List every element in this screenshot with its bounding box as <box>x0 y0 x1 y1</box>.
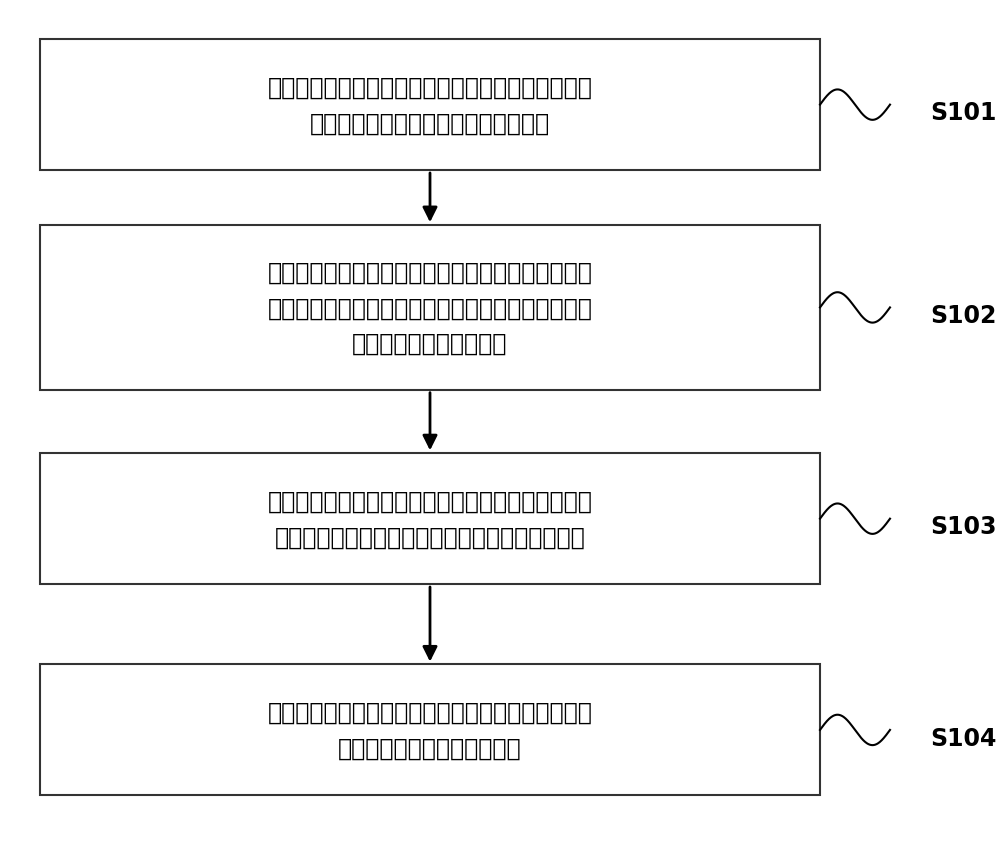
FancyBboxPatch shape <box>40 665 820 795</box>
Text: 获取并处理目标车辆在预设时间段内的监控数据，以
得到目标车辆在静置场景下的有效数据: 获取并处理目标车辆在预设时间段内的监控数据，以 得到目标车辆在静置场景下的有效数… <box>268 76 592 135</box>
FancyBboxPatch shape <box>40 454 820 584</box>
Text: S101: S101 <box>930 101 996 125</box>
Text: 依据滑窗算法处理有效数据表格中包含的电压数据，
以获得多个电芯在多个时刻对应的多个压差偏离度: 依据滑窗算法处理有效数据表格中包含的电压数据， 以获得多个电芯在多个时刻对应的多… <box>268 490 592 549</box>
Text: S102: S102 <box>930 304 996 327</box>
Text: 依据每个电芯对应的多个压差偏离度，确定每个电芯
在预设时间段内是否发生异常: 依据每个电芯对应的多个压差偏离度，确定每个电芯 在预设时间段内是否发生异常 <box>268 701 592 760</box>
Text: S103: S103 <box>930 515 997 538</box>
FancyBboxPatch shape <box>40 40 820 170</box>
FancyBboxPatch shape <box>40 226 820 390</box>
Text: 将有效数据处理成对应的有效数据表格，其中，有效
数据表格中包括多行数据，每行数据对应包括多个电
芯在同一时刻对应的电压: 将有效数据处理成对应的有效数据表格，其中，有效 数据表格中包括多行数据，每行数据… <box>268 261 592 355</box>
Text: S104: S104 <box>930 726 996 749</box>
